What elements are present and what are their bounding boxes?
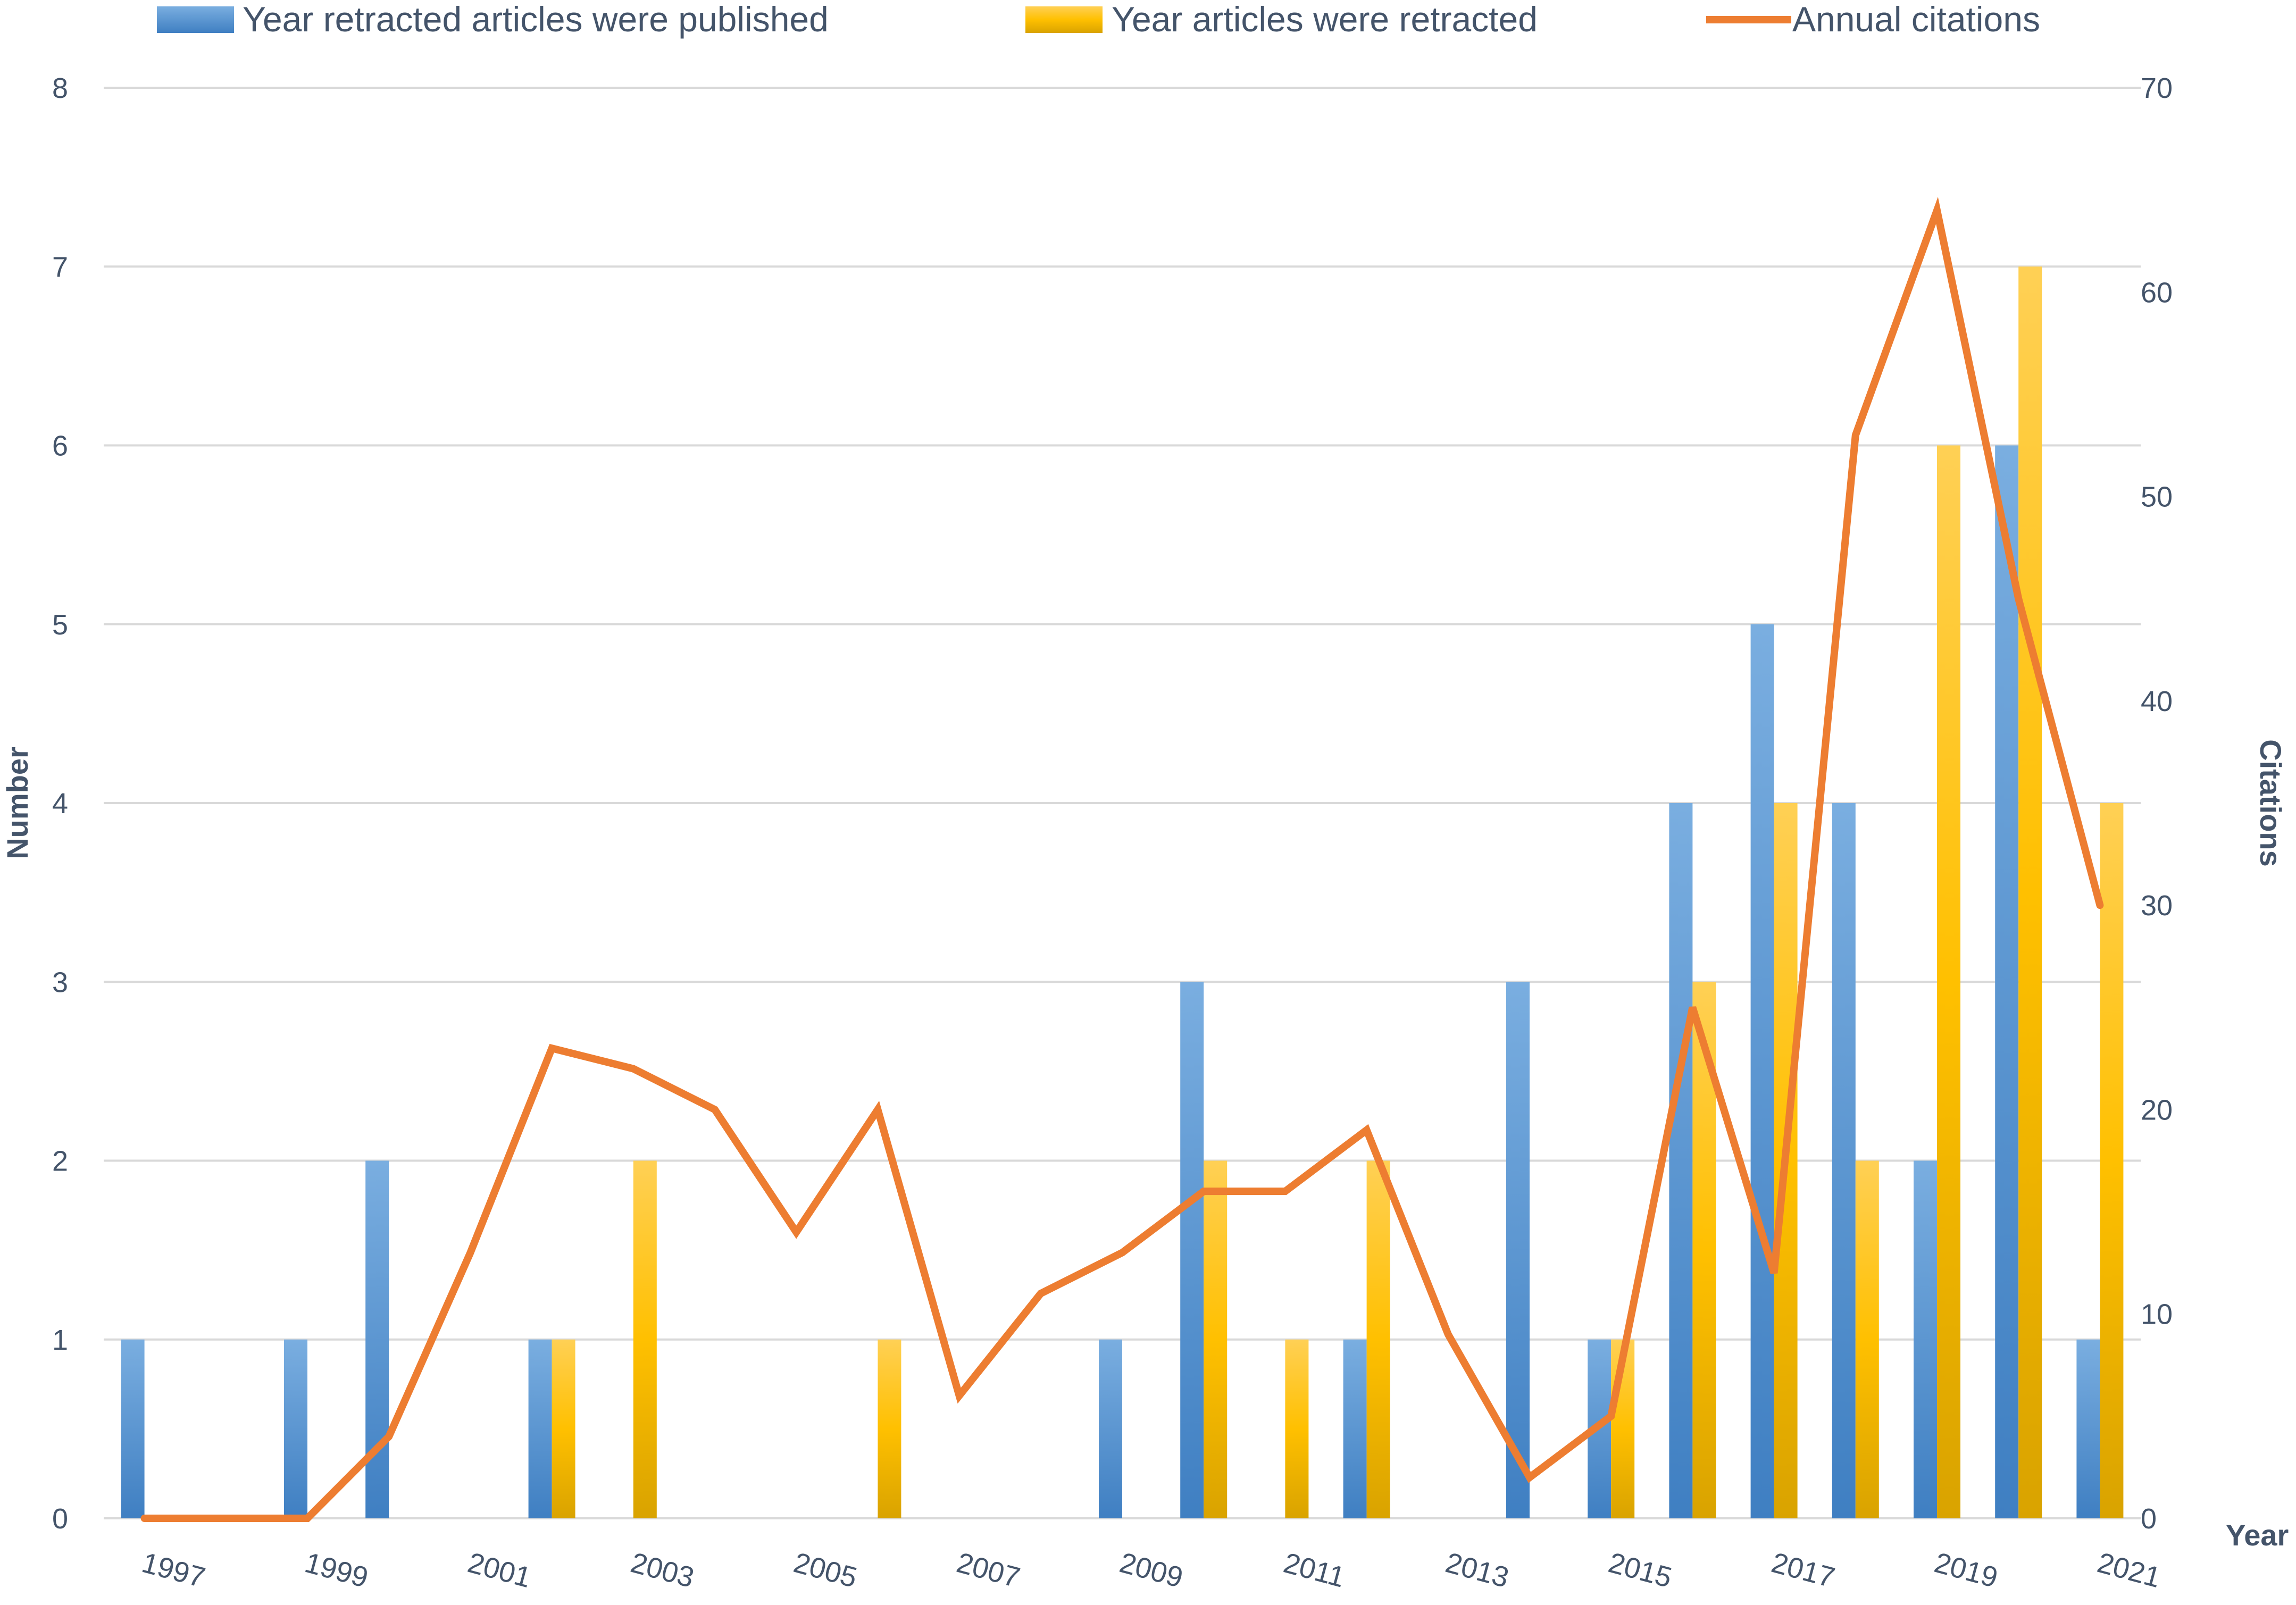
legend-item-retracted: Year articles were retracted [1025,0,1538,39]
legend-swatch-retracted [1025,6,1103,33]
x-axis-title: Year [2226,1518,2289,1552]
x-tick-label: 2013 [1442,1547,1513,1594]
legend: Year retracted articles were published Y… [157,0,2040,39]
bar-retracted [1285,1339,1309,1518]
bar-retracted [2018,266,2042,1518]
y2-tick-label: 20 [2141,1094,2173,1126]
bar-retracted [1937,445,1960,1518]
y-tick-label: 8 [52,72,68,104]
bar-published [528,1339,552,1518]
legend-label-published: Year retracted articles were published [243,0,829,39]
bar-retracted [1855,1160,1879,1518]
y2-axis-ticks: 0 10 20 30 40 50 60 70 [2141,72,2173,1535]
x-tick-label: 2009 [1116,1547,1187,1594]
y2-tick-label: 70 [2141,72,2173,104]
y-tick-label: 6 [52,430,68,462]
bar-published [284,1339,307,1518]
y2-axis-title: Citations [2254,739,2287,867]
y-tick-label: 5 [52,609,68,641]
bars [121,266,2124,1518]
y2-tick-label: 10 [2141,1299,2173,1331]
bar-published [1180,982,1204,1518]
citations-polyline [140,197,2104,1522]
x-tick-label: 2017 [1768,1547,1838,1594]
bar-published [121,1339,145,1518]
x-tick-label: 1997 [138,1547,208,1594]
x-tick-label: 2011 [1280,1547,1348,1594]
citations-line [140,197,2104,1522]
x-tick-label: 2003 [628,1547,698,1594]
y2-tick-label: 0 [2141,1503,2157,1535]
bar-retracted [1204,1160,1228,1518]
y-tick-label: 7 [52,251,68,283]
bar-published [365,1160,389,1518]
y2-tick-label: 40 [2141,686,2173,717]
y-tick-label: 2 [52,1146,68,1177]
legend-item-citations: Annual citations [1706,0,2040,39]
legend-label-retracted: Year articles were retracted [1112,0,1538,39]
bar-published [1099,1339,1122,1518]
bar-retracted [1366,1160,1390,1518]
y-tick-label: 1 [52,1324,68,1356]
x-tick-label: 1999 [302,1547,372,1594]
y-tick-label: 4 [52,788,68,820]
bar-published [1832,803,1856,1518]
bar-retracted [552,1339,575,1518]
bar-published [1669,803,1693,1518]
legend-swatch-published [157,6,234,33]
x-tick-label: 2007 [953,1547,1023,1594]
bar-retracted [878,1339,901,1518]
bar-retracted [2100,803,2124,1518]
y-axis-title: Number [1,747,34,859]
x-tick-label: 2019 [1931,1547,2001,1594]
x-tick-label: 2021 [2094,1547,2164,1594]
bar-published [1506,982,1530,1518]
y-axis-ticks: 0 1 2 3 4 5 6 7 8 [52,72,68,1535]
bar-published [1995,445,2019,1518]
bar-published [1750,624,1774,1518]
x-tick-label: 2001 [464,1547,535,1594]
legend-label-citations: Annual citations [1792,0,2040,39]
x-tick-label: 2015 [1605,1547,1675,1594]
y2-tick-label: 50 [2141,481,2173,513]
y-tick-label: 3 [52,966,68,998]
gridlines [104,87,2141,1519]
bar-published [1914,1160,1937,1518]
bar-retracted [633,1160,657,1518]
y2-tick-label: 30 [2141,890,2173,922]
y-tick-label: 0 [52,1503,68,1535]
bar-published [2076,1339,2100,1518]
bar-published [1343,1339,1367,1518]
legend-item-published: Year retracted articles were published [157,0,829,39]
y2-tick-label: 60 [2141,277,2173,308]
x-axis-ticks: 1997 1999 2001 2003 2005 2007 2009 2011 2013 2015… [138,1547,2164,1594]
x-tick-label: 2005 [790,1547,861,1594]
